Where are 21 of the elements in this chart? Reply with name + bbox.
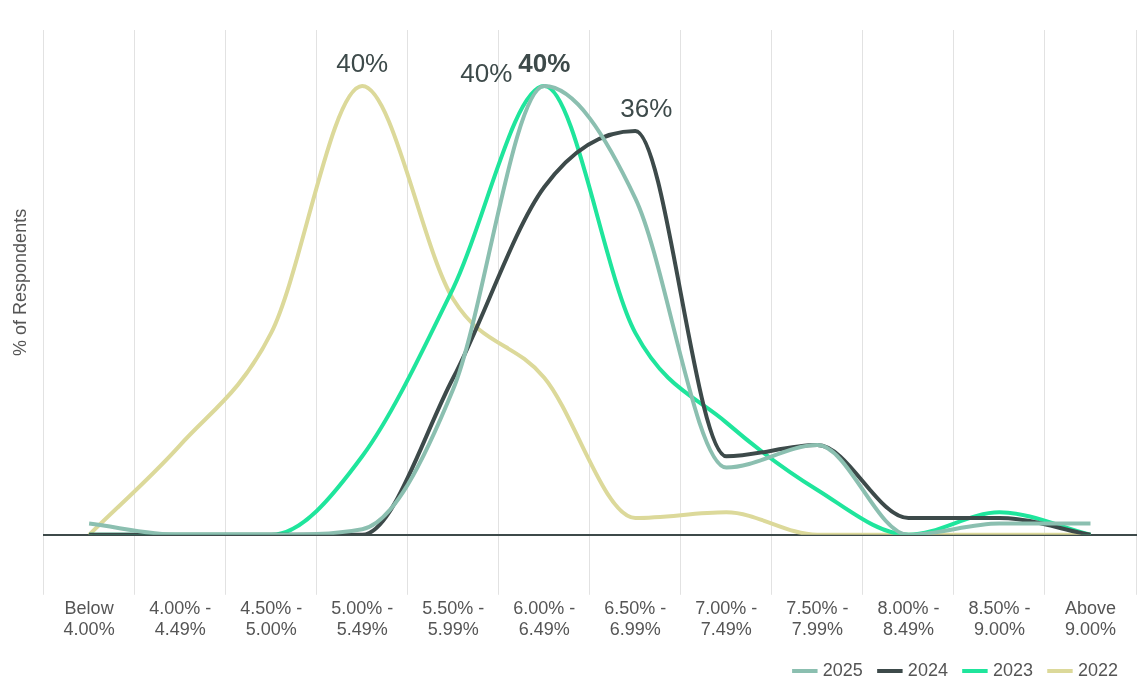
x-tick-label: 6.00% - 6.49%: [513, 597, 576, 640]
x-tick-label: 4.00% - 4.49%: [149, 597, 212, 640]
x-tick-label: Above 9.00%: [1064, 597, 1117, 640]
x-tick-label: 8.50% - 9.00%: [968, 597, 1031, 640]
data-label: 40%: [336, 48, 389, 79]
data-label: 40%: [460, 58, 513, 89]
legend-label: 2022: [1077, 659, 1118, 680]
data-label: 36%: [620, 93, 673, 124]
data-label: 40%: [518, 48, 571, 79]
legend-label: 2024: [907, 659, 948, 680]
x-tick-label: 5.50% - 5.99%: [422, 597, 485, 640]
x-tick-label: 5.00% - 5.49%: [331, 597, 394, 640]
x-tick-label: 7.50% - 7.99%: [786, 597, 849, 640]
x-tick-label: 6.50% - 6.99%: [604, 597, 667, 640]
legend-label: 2025: [822, 659, 863, 680]
x-tick-label: 8.00% - 8.49%: [877, 597, 940, 640]
x-tick-label: Below 4.00%: [63, 597, 115, 640]
y-axis-title: % of Respondents: [9, 208, 30, 356]
x-tick-label: 7.00% - 7.49%: [695, 597, 758, 640]
legend-label: 2023: [992, 659, 1033, 680]
x-tick-label: 4.50% - 5.00%: [240, 597, 303, 640]
